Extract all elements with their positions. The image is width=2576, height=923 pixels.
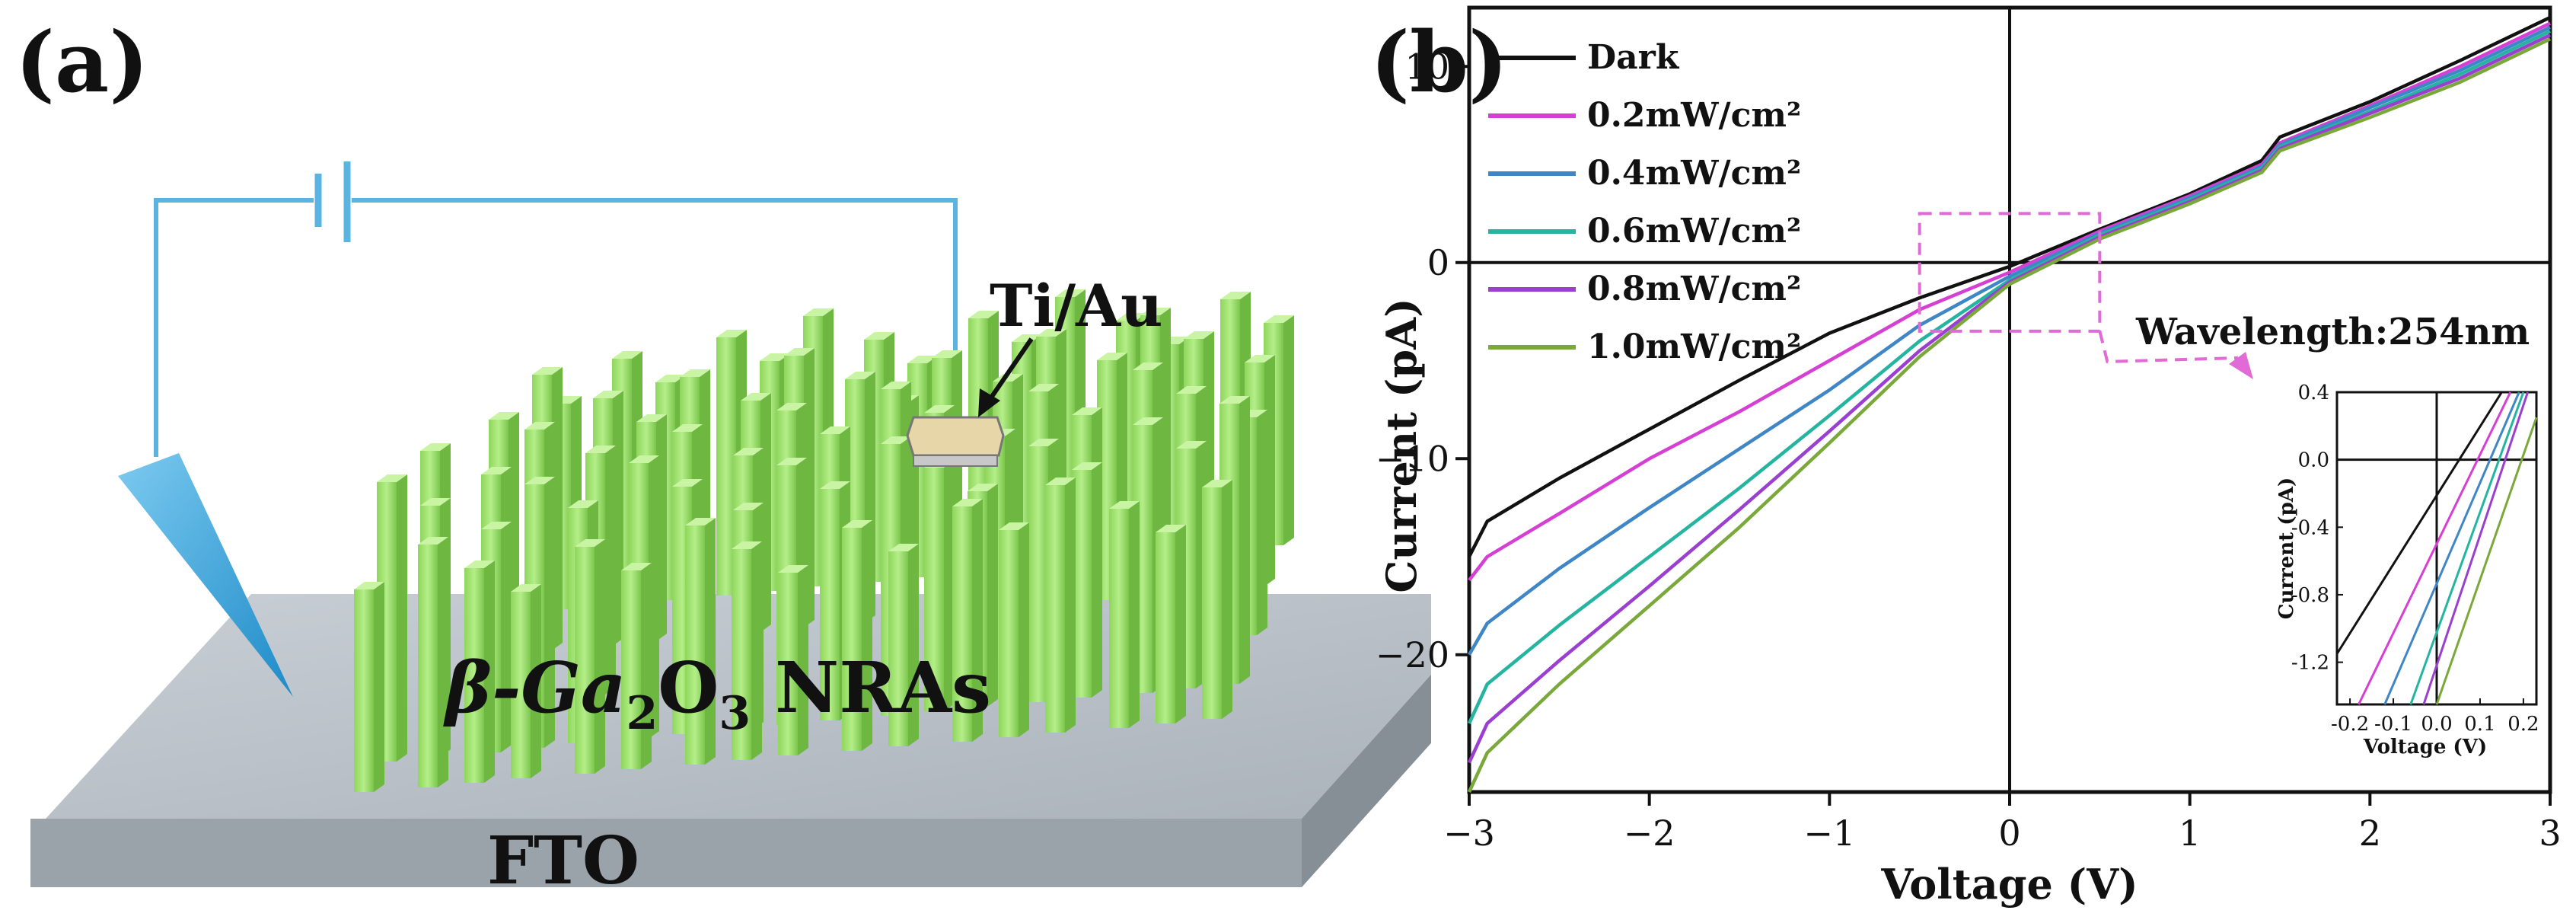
device-schematic: (a) Ti/Au β-Ga2O3 NRAs FTO: [15, 13, 1431, 899]
y-tick-label: −10: [1376, 438, 1449, 479]
nanorod: [418, 537, 448, 787]
zoom-arrow: [2098, 331, 2239, 363]
x-tick-label: 0: [1998, 813, 2020, 854]
x-tick-label: −3: [1443, 813, 1495, 854]
fto-substrate-front: [30, 819, 1302, 887]
inset-series-line: [2422, 391, 2530, 705]
inset-series-line: [2409, 391, 2525, 705]
legend-label: 0.2mW/cm²: [1587, 96, 1801, 135]
x-tick-label: −2: [1624, 813, 1675, 854]
nanorod: [511, 584, 541, 778]
wavelength-annotation: Wavelength:254nm: [2135, 311, 2530, 353]
nanorod: [1202, 480, 1232, 719]
nanorod: [888, 544, 919, 746]
inset-series-line: [2335, 391, 2503, 655]
nanorod: [952, 499, 983, 742]
nanorod: [354, 582, 384, 792]
zoom-indicator: [1918, 212, 2253, 379]
y-axis-label: Current (pA): [1377, 298, 1426, 592]
electrode-label: Ti/Au: [990, 272, 1162, 340]
inset-x-tick-label: 0.1: [2464, 713, 2495, 736]
legend: Dark 0.2mW/cm² 0.4mW/cm² 0.6mW/cm² 0.8mW/cm²…: [1488, 38, 1801, 366]
circuit-wire: [154, 198, 958, 457]
nanorod: [999, 522, 1029, 737]
x-tick-label: 3: [2539, 813, 2561, 854]
substrate-label: FTO: [487, 822, 639, 899]
electrode-arrow-head: [978, 388, 1000, 417]
series-line: [1467, 37, 2551, 793]
legend-label: 0.4mW/cm²: [1587, 154, 1801, 193]
series-line: [1468, 25, 2551, 656]
legend-label: 0.6mW/cm²: [1587, 212, 1801, 251]
zoom-rectangle: [1918, 212, 2102, 333]
legend-label: Dark: [1587, 38, 1680, 77]
inset-y-axis-label: Current (pA): [2275, 477, 2298, 619]
series-line: [1467, 29, 2551, 724]
panel-b-label: (b): [1370, 13, 1508, 111]
nanorod: [1156, 525, 1186, 723]
x-tick-label: 1: [2179, 813, 2201, 854]
x-axis-label: Voltage (V): [1880, 860, 2138, 909]
legend-label: 1.0mW/cm²: [1587, 327, 1801, 366]
fto-substrate-side: [1302, 674, 1431, 887]
nanorod-label: β-Ga2O3 NRAs: [443, 647, 991, 740]
inset-x-tick-label: -0.1: [2374, 713, 2412, 736]
series-line: [1467, 33, 2551, 764]
nanorod: [778, 565, 808, 755]
probe-tip: [118, 453, 293, 697]
nanorod: [575, 539, 605, 774]
electrode-arrow: [987, 337, 1034, 401]
series-line: [1467, 15, 2551, 558]
inset-y-tick-label: -0.4: [2291, 516, 2329, 539]
nanorod: [1109, 501, 1140, 728]
inset-plot: -0.2 -0.1 0.0 0.1 0.2 0.4 0.0 -0.4 -0.8 -1.2 Volta…: [2275, 382, 2539, 759]
inset-y-tick-label: -0.8: [2291, 584, 2329, 607]
inset-x-tick-label: -0.2: [2331, 713, 2369, 736]
x-tick-label: −1: [1803, 813, 1855, 854]
nanorod: [1072, 462, 1102, 698]
y-tick-label: 10: [1404, 46, 1449, 87]
ti-au-electrode: [906, 416, 1005, 467]
inset-y-tick-label: 0.0: [2298, 449, 2329, 472]
y-tick-label: 0: [1427, 242, 1449, 283]
inset-x-axis-label: Voltage (V): [2363, 736, 2487, 759]
inset-y-tick-label: -1.2: [2291, 652, 2329, 675]
series-line: [1468, 21, 2551, 582]
panel-a-label: (a): [15, 13, 148, 111]
nanorod: [685, 518, 716, 765]
x-tick-label: 2: [2359, 813, 2381, 854]
inset-series-line: [2383, 391, 2520, 705]
inset-x-tick-label: 0.2: [2507, 713, 2539, 736]
nanorod-array: [354, 289, 1294, 792]
inset-y-tick-label: 0.4: [2298, 382, 2329, 404]
nanorod: [464, 561, 495, 783]
zoom-arrow-head: [2229, 352, 2253, 379]
nanorod: [732, 541, 762, 760]
nanorod: [842, 520, 872, 751]
y-tick-label: −20: [1376, 634, 1449, 675]
inset-series-line: [2358, 391, 2512, 705]
legend-label: 0.8mW/cm²: [1587, 270, 1801, 308]
inset-series-line: [2435, 417, 2538, 705]
inset-x-tick-label: 0.0: [2421, 713, 2452, 736]
battery-icon: [314, 161, 351, 242]
nanorod: [621, 563, 652, 769]
nanorod: [1045, 477, 1076, 733]
